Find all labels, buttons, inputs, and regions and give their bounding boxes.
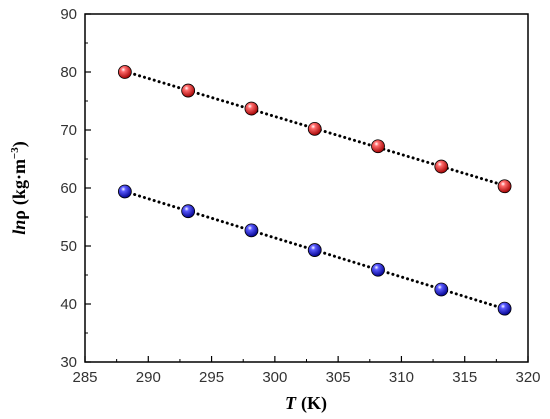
point-s1-3	[307, 243, 322, 257]
x-tick-label-3: 300	[262, 369, 287, 386]
point-s1-2	[244, 223, 259, 238]
point-s0-0	[117, 65, 132, 79]
point-s1-6	[497, 301, 512, 316]
x-axis-title: T (K)	[285, 393, 327, 414]
x-tick-label-2: 295	[199, 369, 224, 386]
y-axis-unit: (kg·m	[9, 159, 30, 205]
y-tick-labels: 30 40 50 60 70 80 90	[60, 6, 77, 371]
x-tick-label-1: 290	[136, 369, 161, 386]
x-axis-symbol: T	[285, 393, 297, 413]
y-tick-label-0: 30	[60, 354, 77, 371]
y-axis-variable: ρ	[9, 210, 29, 220]
data-points	[117, 65, 512, 316]
point-s1-4	[371, 262, 385, 277]
point-s0-6	[497, 179, 512, 194]
x-tick-label-4: 305	[326, 369, 351, 386]
x-axis-unit: (K)	[301, 393, 327, 414]
plot-frame	[84, 13, 529, 363]
point-s0-2	[244, 101, 259, 116]
fit-lines	[123, 69, 507, 311]
y-axis-title: lnρ (kg·m−3)	[9, 141, 30, 234]
x-tick-labels: 285 290 295 300 305 310 315 320	[72, 369, 540, 386]
y-axis-close: )	[9, 141, 30, 147]
x-tick-label-0: 285	[72, 369, 97, 386]
point-s0-4	[371, 139, 385, 154]
y-tick-label-1: 40	[60, 296, 77, 313]
point-s1-1	[181, 204, 196, 219]
x-tick-label-5: 310	[389, 369, 414, 386]
y-tick-label-6: 90	[60, 6, 77, 23]
y-tick-label-4: 70	[60, 122, 77, 139]
point-s0-3	[307, 121, 322, 136]
y-tick-label-3: 60	[60, 180, 77, 197]
point-s0-5	[434, 159, 449, 174]
y-axis-ln: ln	[9, 220, 29, 235]
y-tick-label-5: 80	[60, 64, 77, 81]
point-s1-5	[434, 282, 449, 297]
x-tick-label-6: 315	[452, 369, 477, 386]
x-tick-label-7: 320	[515, 369, 540, 386]
point-s0-1	[181, 83, 196, 98]
ticks	[84, 13, 529, 363]
point-s1-0	[117, 184, 132, 199]
y-tick-label-2: 50	[60, 238, 77, 255]
y-axis-exponent: −3	[9, 147, 21, 159]
